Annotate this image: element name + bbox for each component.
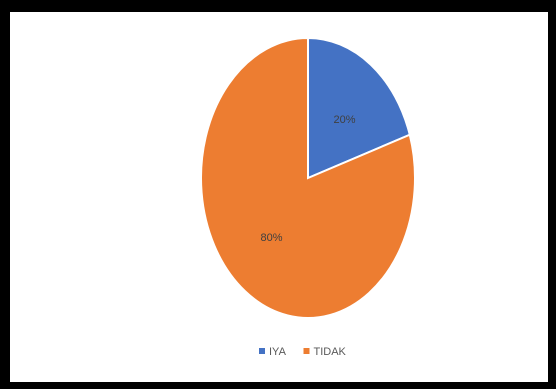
pie-slices (200, 36, 416, 319)
legend-label-iya: IYA (269, 346, 287, 358)
pie-chart: 20% 80% IYA TIDAK (200, 36, 416, 358)
legend-swatch-iya (259, 348, 265, 354)
chart-area: 20% 80% IYA TIDAK (10, 12, 548, 382)
legend: IYA TIDAK (259, 346, 347, 358)
slice-labels: 20% 80% (261, 114, 356, 244)
data-label-tidak: 80% (261, 232, 283, 244)
legend-label-tidak: TIDAK (314, 346, 347, 358)
data-label-iya: 20% (333, 114, 355, 126)
pie-slice-tidak (200, 36, 416, 319)
legend-swatch-tidak (303, 348, 310, 354)
pie-slice-iya (307, 36, 411, 180)
